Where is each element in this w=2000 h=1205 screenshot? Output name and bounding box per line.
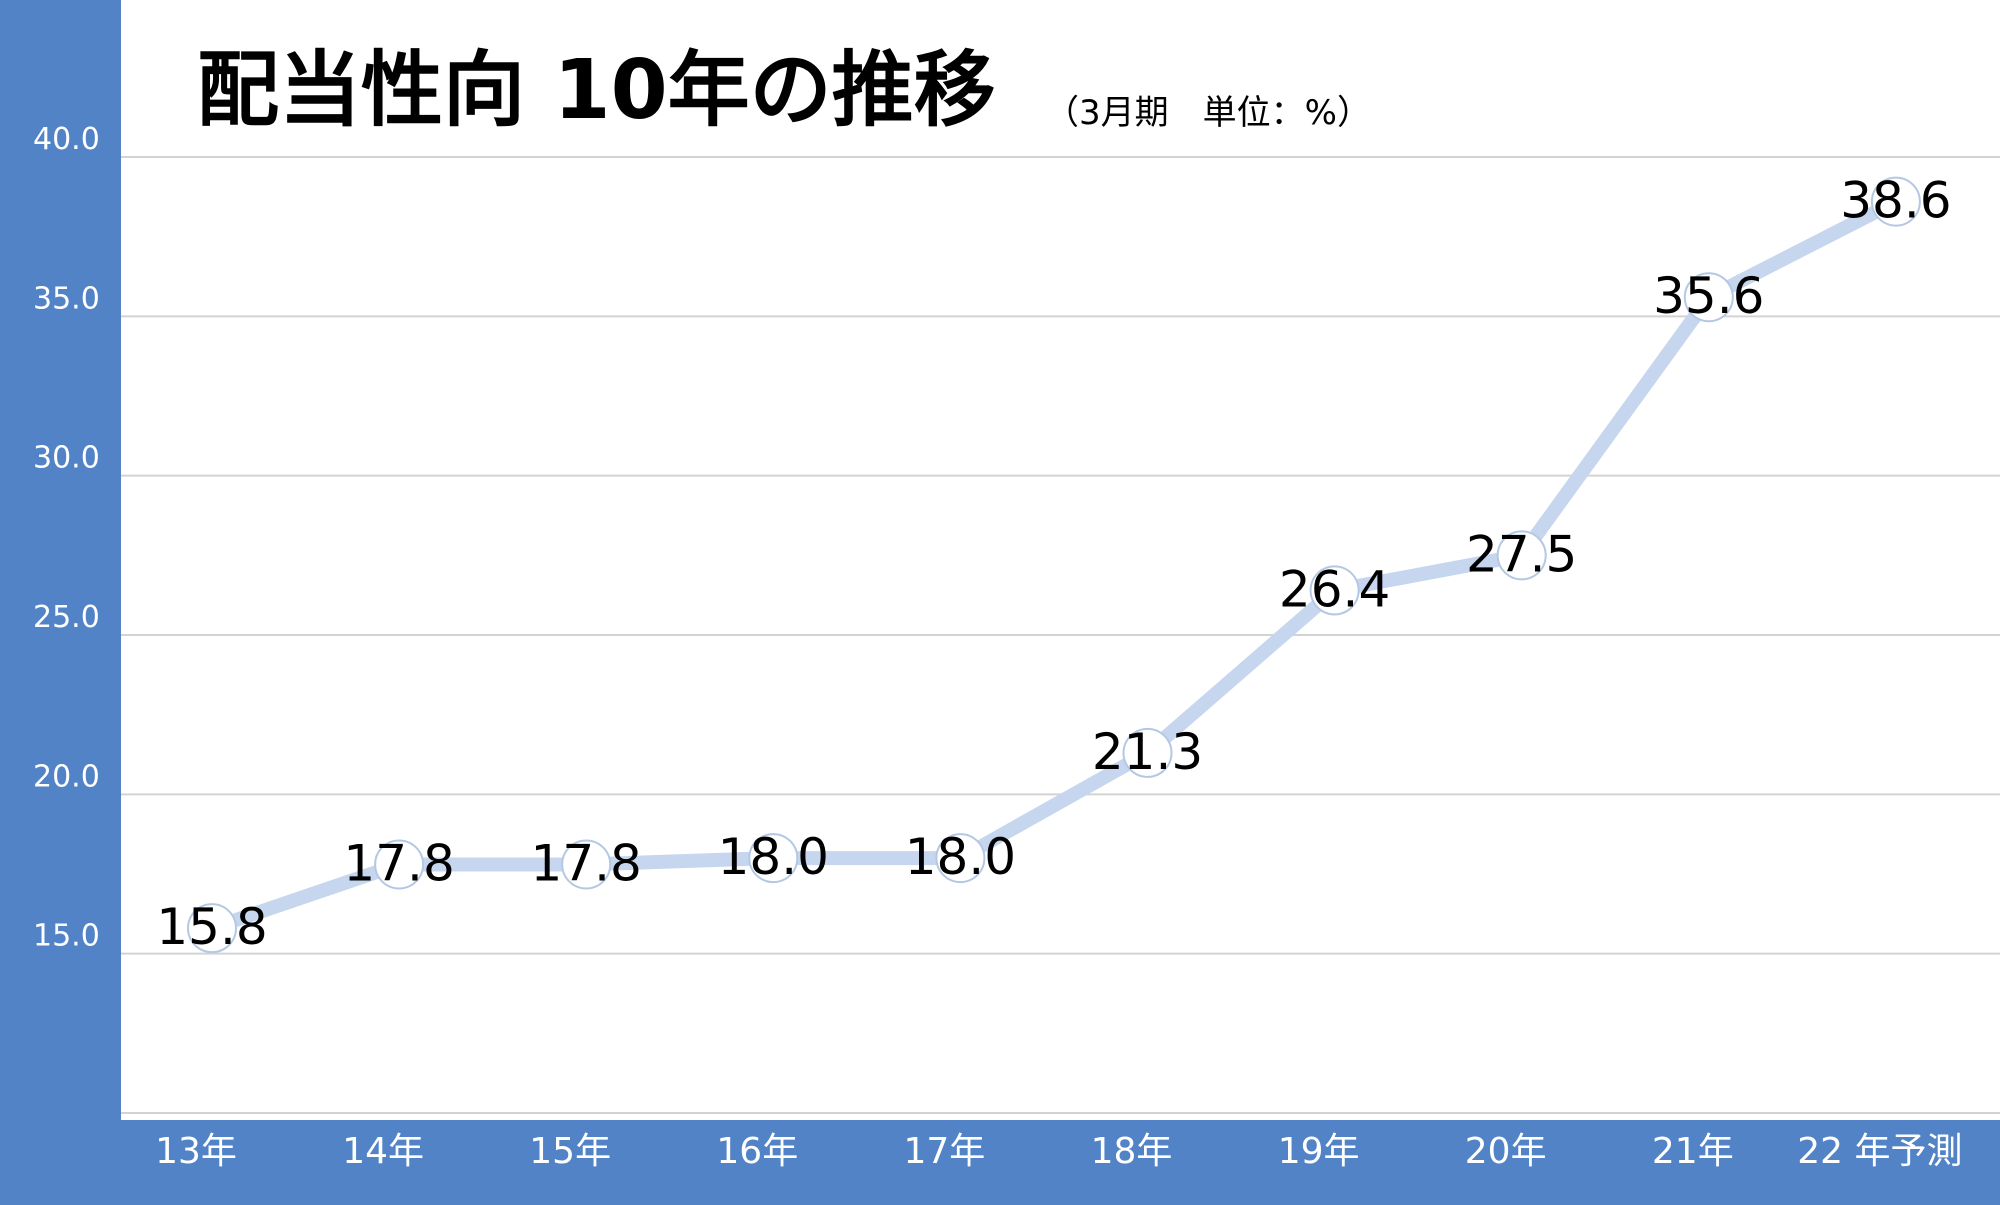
data-label: 17.8 (531, 834, 642, 892)
y-tick-label: 15.0 (33, 919, 100, 954)
data-point (374, 839, 425, 890)
x-tick-label: 18年 (1091, 1131, 1173, 1172)
x-tick-label: 16年 (716, 1131, 798, 1172)
x-tick-label: 17年 (903, 1131, 985, 1172)
data-label: 27.5 (1466, 525, 1577, 583)
series-layer: 15.8 17.8 17.8 18.0 18.0 21.3 26.4 27.5 35.6 38.6 (156, 172, 1951, 957)
data-point (1870, 176, 1921, 227)
data-point (1122, 727, 1173, 778)
data-label: 38.6 (1840, 172, 1951, 230)
data-label: 21.3 (1092, 723, 1203, 781)
y-axis-ticks: 15.0 20.0 25.0 30.0 35.0 40.0 (33, 122, 100, 954)
data-label: 26.4 (1279, 560, 1390, 618)
x-axis-ticks: 13年 14年 15年 16年 17年 18年 19年 20年 21年 22 年予測 (155, 1131, 1962, 1172)
x-tick-label: 22 年予測 (1797, 1131, 1962, 1172)
data-point (1683, 272, 1734, 323)
data-label: 17.8 (343, 834, 454, 892)
data-point (1496, 530, 1547, 581)
data-label: 18.0 (905, 828, 1016, 886)
series-line (205, 194, 1903, 936)
x-tick-label: 21年 (1652, 1131, 1734, 1172)
x-tick-label: 13年 (155, 1131, 237, 1172)
chart-subtitle: （3月期 単位：%） (1045, 93, 1371, 133)
chart-title: 配当性向 10年の推移 (197, 43, 996, 138)
data-point (935, 833, 986, 884)
y-tick-label: 35.0 (33, 281, 100, 316)
data-label: 15.8 (156, 898, 267, 956)
data-point (187, 903, 237, 954)
y-tick-label: 20.0 (33, 759, 100, 794)
plot-area (121, 0, 2000, 1120)
y-tick-label: 40.0 (33, 122, 100, 157)
y-tick-label: 30.0 (33, 441, 100, 476)
data-point (561, 839, 612, 890)
y-tick-label: 25.0 (33, 600, 100, 635)
data-label: 35.6 (1653, 267, 1764, 325)
x-tick-label: 14年 (342, 1131, 424, 1172)
data-point (748, 833, 799, 884)
data-label: 18.0 (718, 828, 829, 886)
data-point (1309, 565, 1360, 616)
x-tick-label: 19年 (1278, 1131, 1360, 1172)
x-tick-label: 20年 (1465, 1131, 1547, 1172)
x-tick-label: 15年 (529, 1131, 611, 1172)
gridlines (121, 156, 2000, 1114)
